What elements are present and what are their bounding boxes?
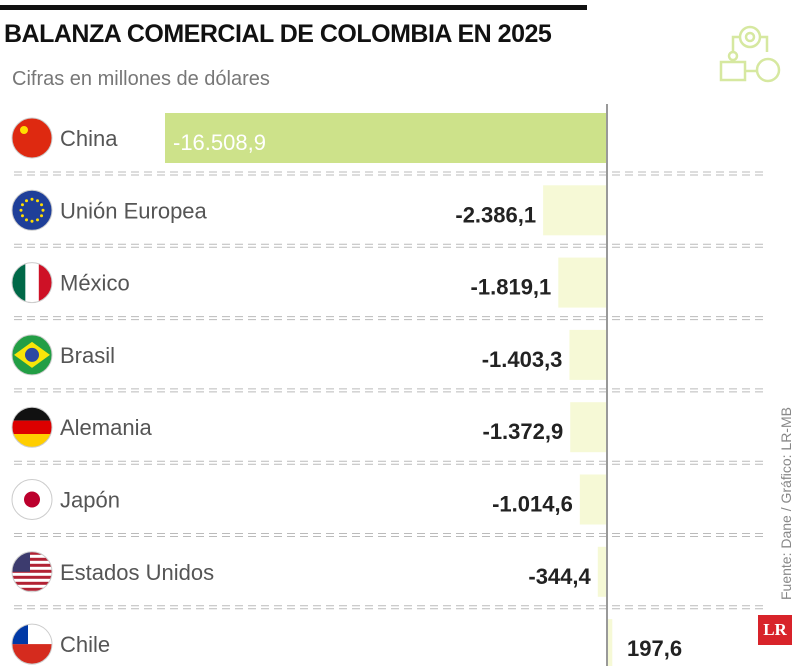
data-label-5: -1.014,6 — [492, 492, 573, 517]
flag-star — [25, 218, 28, 222]
flag-icon-7 — [11, 623, 53, 665]
flag-fill — [12, 118, 52, 158]
data-label-7: 197,6 — [627, 636, 682, 661]
flag-star — [20, 203, 24, 207]
top-rule — [0, 5, 587, 10]
source-note: Fuente: Dane / Gráfico: LR-MB — [778, 407, 794, 600]
flag-stripe — [25, 262, 39, 303]
data-label-3: -1.403,3 — [482, 347, 563, 372]
flag-stripe — [12, 563, 52, 567]
flag-star — [30, 197, 34, 201]
flag-border — [11, 551, 53, 593]
flag-star — [20, 214, 24, 218]
flag-border — [11, 623, 53, 665]
flag-star — [36, 199, 39, 203]
bar-5 — [579, 474, 607, 525]
flag-stripe — [12, 644, 52, 665]
flag-icon-4 — [11, 406, 53, 448]
lr-logo: LR — [758, 615, 792, 645]
data-label-6: -344,4 — [528, 564, 591, 589]
flag-border — [11, 406, 53, 448]
flag-star — [20, 126, 28, 134]
flag-star — [19, 208, 23, 212]
flag-stripe — [12, 569, 52, 573]
flag-stripe — [12, 434, 52, 448]
flag-bg — [12, 190, 52, 231]
bar-2 — [558, 257, 607, 308]
data-label-0: -16.508,9 — [173, 130, 266, 155]
flag-icon-6 — [11, 551, 53, 593]
data-label-2: -1.819,1 — [471, 275, 552, 300]
flag-stripe — [12, 262, 26, 303]
flag-star — [36, 218, 39, 222]
flag-border — [11, 479, 53, 520]
flag-star — [40, 203, 44, 207]
flag-stripe — [12, 581, 52, 585]
flag-icon-0 — [11, 117, 53, 159]
data-label-1: -2.386,1 — [455, 202, 536, 227]
data-label-4: -1.372,9 — [483, 419, 564, 444]
bar-0 — [165, 113, 607, 163]
bar-6 — [597, 546, 607, 597]
category-label-5: Japón — [60, 488, 120, 513]
category-label-3: Brasil — [60, 343, 115, 368]
flag-icon-5 — [11, 479, 53, 520]
flag-stripe — [12, 420, 52, 434]
flag-fill — [12, 624, 52, 665]
flag-icon-2 — [11, 262, 53, 304]
flag-star — [25, 199, 28, 203]
flag-border — [11, 262, 53, 304]
flag-border — [11, 334, 53, 376]
flag-bg — [12, 118, 52, 158]
flag-star — [30, 219, 34, 223]
bar-4 — [570, 402, 607, 453]
flag-star — [40, 214, 44, 218]
bar-7 — [607, 619, 613, 666]
chart-subtitle: Cifras en millones de dólares — [12, 68, 270, 90]
flag-stripe — [12, 575, 52, 579]
flag-border — [11, 189, 53, 231]
flag-fill — [12, 479, 52, 520]
category-label-6: Estados Unidos — [60, 560, 214, 585]
flag-stripe — [12, 407, 52, 421]
flag-border — [11, 117, 53, 159]
flag-fill — [12, 334, 52, 375]
flag-stripe — [38, 262, 52, 303]
flag-fill — [12, 262, 52, 303]
flag-stripe — [12, 587, 52, 591]
flag-star — [41, 208, 45, 212]
flag-sun — [24, 491, 40, 508]
flag-globe — [25, 347, 39, 362]
flag-fill — [12, 407, 52, 448]
category-label-2: México — [60, 271, 130, 296]
category-label-7: Chile — [60, 632, 110, 657]
flag-fill — [12, 190, 52, 231]
bar-1 — [543, 185, 607, 236]
chart-title: BALANZA COMERCIAL DE COLOMBIA EN 2025 — [4, 20, 552, 48]
category-label-0: China — [60, 126, 118, 151]
category-label-4: Alemania — [60, 415, 152, 440]
flag-stripe — [12, 551, 52, 555]
flag-icon-3 — [11, 334, 53, 376]
flag-stripe — [12, 557, 52, 561]
bar-3 — [569, 329, 607, 380]
flag-icon-1 — [11, 189, 53, 231]
category-label-1: Unión Europea — [60, 198, 208, 223]
